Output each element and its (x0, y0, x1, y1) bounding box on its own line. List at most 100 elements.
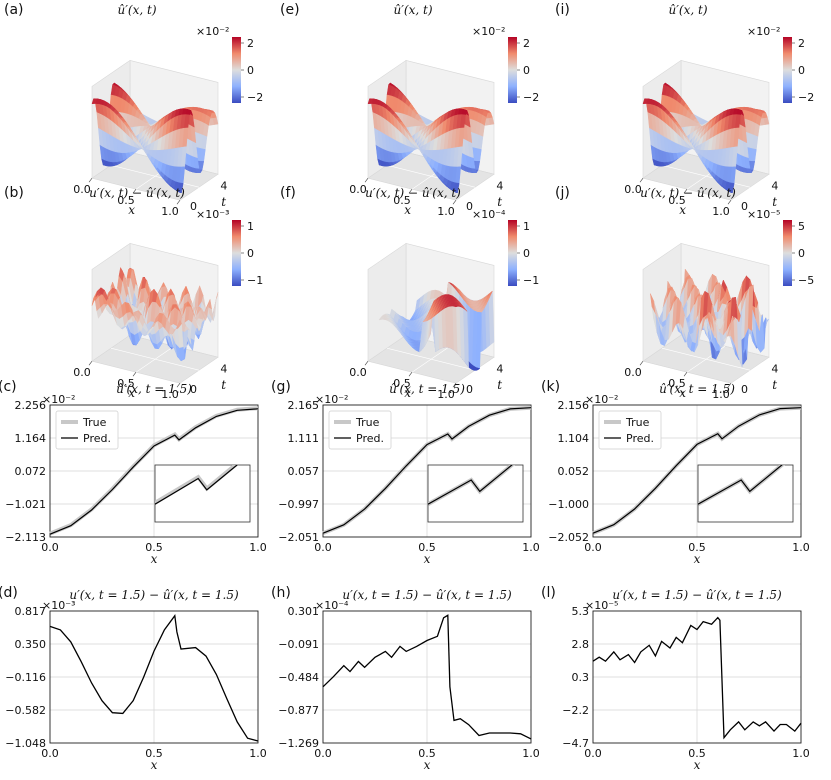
floor-grid (661, 347, 751, 371)
x-tick-mark (176, 200, 181, 205)
colorbar-tick-label: 1 (247, 220, 254, 233)
x-tick-label: 0.5 (145, 747, 163, 760)
y-tick-label: −1.021 (5, 498, 46, 511)
surface-facet (176, 190, 182, 193)
y-tick-label: 2.8 (572, 638, 590, 651)
y-tick-label: 1.164 (15, 432, 47, 445)
inset-pred-line (698, 465, 783, 505)
y-tick-label: −2.052 (548, 531, 589, 544)
plot-frame (49, 610, 259, 744)
x-tick-mark (683, 372, 688, 377)
inset-lines (155, 465, 239, 505)
y-tick-label: 0.350 (15, 638, 47, 651)
x-tick-label: 0.5 (117, 194, 135, 207)
x-tick-mark (132, 189, 137, 194)
panel-label: (i) (555, 2, 570, 18)
surface-plot-j: 0.0 0.5 1.0 x 0 4 t u′(x, t) − û′(x, t) (j) 5 0 −5 ×… (555, 185, 814, 401)
y-tick-label: −0.116 (5, 671, 46, 684)
plot-frame (322, 610, 532, 744)
panel-label: (j) (555, 185, 570, 201)
x-tick-label: 1.0 (712, 205, 730, 218)
x-tick-mark (639, 361, 644, 366)
zoom-inset (697, 464, 794, 523)
x-axis-label: x (404, 203, 411, 217)
x-tick-label: 0.5 (688, 541, 706, 554)
t-tick-label: 4 (771, 179, 778, 192)
colorbar-exponent: ×10⁻² (196, 25, 229, 38)
t-tick-label: 0 (741, 383, 748, 396)
x-tick-mark (364, 361, 369, 366)
x-tick-label: 1.0 (712, 388, 730, 401)
x-tick-mark (88, 178, 93, 183)
x-tick-mark (408, 372, 413, 377)
panel-label: (b) (4, 185, 24, 201)
x-tick-label: 0.0 (314, 541, 332, 554)
x-axis-label: x (128, 386, 135, 400)
floor-grid (661, 164, 751, 188)
colorbar-exponent: ×10⁻⁵ (747, 208, 780, 221)
x-tick-label: 1.0 (249, 541, 267, 554)
x-axis-label: x (128, 203, 135, 217)
x-axis-label: x (679, 203, 686, 217)
surface-title: û′(x, t) (668, 3, 707, 17)
surface-facet (175, 319, 182, 329)
colorbar (783, 220, 792, 286)
surface-plot-f: 0.0 0.5 1.0 x 0 4 t u′(x, t) − û′(x, t) (f) 1 0 −1 ×… (280, 185, 539, 401)
inset-lines (428, 465, 515, 506)
y-tick-label: 0.052 (558, 465, 590, 478)
line-plot-title: û′(x, t = 1.5) (116, 382, 192, 396)
x-tick-label: 0.5 (393, 377, 411, 390)
y-tick-label: 0.3 (572, 671, 590, 684)
t-axis-label: t (221, 195, 226, 209)
line-plot-title: û′(x, t = 1.5) (389, 382, 465, 396)
floor-grid (110, 164, 200, 188)
x-tick-label: 1.0 (437, 388, 455, 401)
x-tick-label: 1.0 (792, 541, 810, 554)
x-tick-label: 1.0 (792, 747, 810, 760)
panel-label: (g) (271, 379, 291, 395)
y-tick-label: 0.072 (15, 465, 47, 478)
y-tick-label: 0.817 (15, 605, 47, 618)
colorbar-tick-label: −2 (798, 91, 814, 104)
t-tick-label: 0 (466, 383, 473, 396)
x-axis-label: x (424, 552, 431, 566)
y-exponent: ×10⁻² (42, 393, 75, 406)
x-tick-label: 0.0 (624, 366, 642, 379)
y-tick-label: −1.269 (278, 737, 319, 750)
colorbar-tick-label: 0 (523, 247, 530, 260)
x-tick-label: 0.0 (349, 183, 367, 196)
x-tick-label: 1.0 (249, 747, 267, 760)
surface-plot-a: 0.0 0.5 1.0 x 0 4 t û′(x, t) (a) 2 0 −2 ×10⁻² (4, 2, 263, 218)
t-tick-label: 4 (496, 362, 503, 375)
colorbar (508, 37, 517, 103)
colorbar-exponent: ×10⁻³ (196, 208, 229, 221)
x-axis-label: x (694, 552, 701, 566)
x-tick-label: 0.0 (314, 747, 332, 760)
series-error-line (49, 614, 259, 742)
x-tick-mark (683, 189, 688, 194)
x-tick-mark (408, 189, 413, 194)
legend-pred-label: Pred. (626, 432, 654, 445)
zoom-inset (427, 464, 524, 523)
series-error-line (592, 616, 802, 740)
inset-pred-line (428, 465, 513, 505)
x-tick-label: 0.5 (688, 747, 706, 760)
x-axis-label: x (424, 758, 431, 772)
plot-frame (49, 404, 259, 538)
colorbar (508, 220, 517, 286)
t-tick-label: 4 (220, 362, 227, 375)
x-tick-label: 0.0 (584, 541, 602, 554)
legend-true-label: True (625, 416, 650, 429)
x-tick-label: 0.0 (73, 366, 91, 379)
x-tick-label: 0.5 (668, 377, 686, 390)
t-axis-label: t (497, 378, 502, 392)
plot-frame (592, 610, 802, 744)
x-tick-mark (132, 372, 137, 377)
panel-label: (d) (0, 585, 18, 601)
x-tick-label: 0.0 (584, 747, 602, 760)
series-pred-line (322, 407, 532, 534)
